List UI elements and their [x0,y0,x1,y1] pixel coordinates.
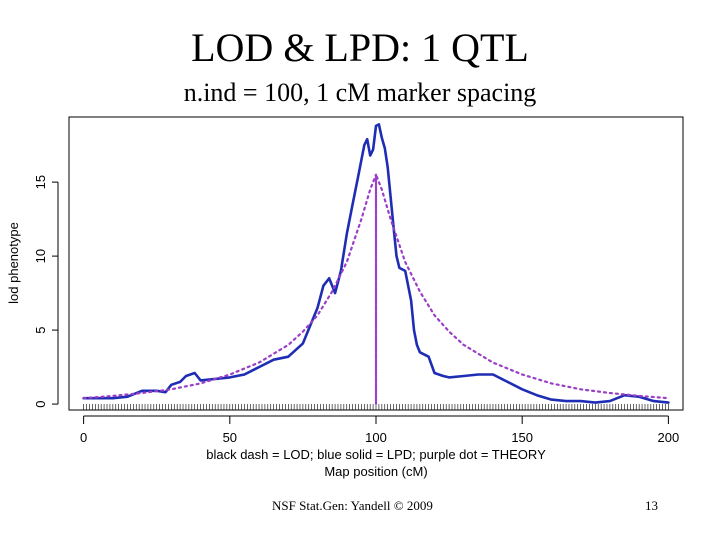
x-axis-label: Map position (cM) [324,464,427,479]
slide-subtitle: n.ind = 100, 1 cM marker spacing [183,78,537,107]
y-tick-label: 5 [33,326,48,333]
x-tick-label: 150 [511,430,533,445]
y-axis: 0 5 10 15 [33,175,59,408]
series-lines [82,123,670,406]
y-tick-label: 10 [33,249,48,263]
x-axis: 0 50 100 150 200 [80,415,680,445]
y-axis-label: lod phenotype [6,222,21,304]
series-lpd-line [82,123,670,404]
x-tick-label: 50 [223,430,237,445]
y-tick-label: 15 [33,175,48,189]
marker-rug [83,404,669,410]
x-tick-label: 100 [365,430,387,445]
x-axis-label-line1: black dash = LOD; blue solid = LPD; purp… [206,447,546,462]
x-tick-label: 0 [80,430,87,445]
footer-credit: NSF Stat.Gen: Yandell © 2009 [272,498,433,513]
slide-title: LOD & LPD: 1 QTL [191,25,529,70]
x-tick-label: 200 [658,430,680,445]
series-theory-line [82,173,670,406]
page-number: 13 [645,498,658,513]
y-tick-label: 0 [33,400,48,407]
